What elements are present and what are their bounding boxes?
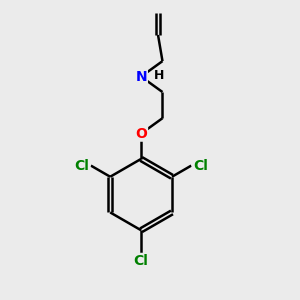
Text: O: O (135, 127, 147, 141)
Text: Cl: Cl (193, 159, 208, 172)
Text: H: H (154, 69, 164, 82)
Text: N: N (135, 70, 147, 84)
Text: Cl: Cl (134, 254, 148, 268)
Text: Cl: Cl (74, 159, 89, 172)
